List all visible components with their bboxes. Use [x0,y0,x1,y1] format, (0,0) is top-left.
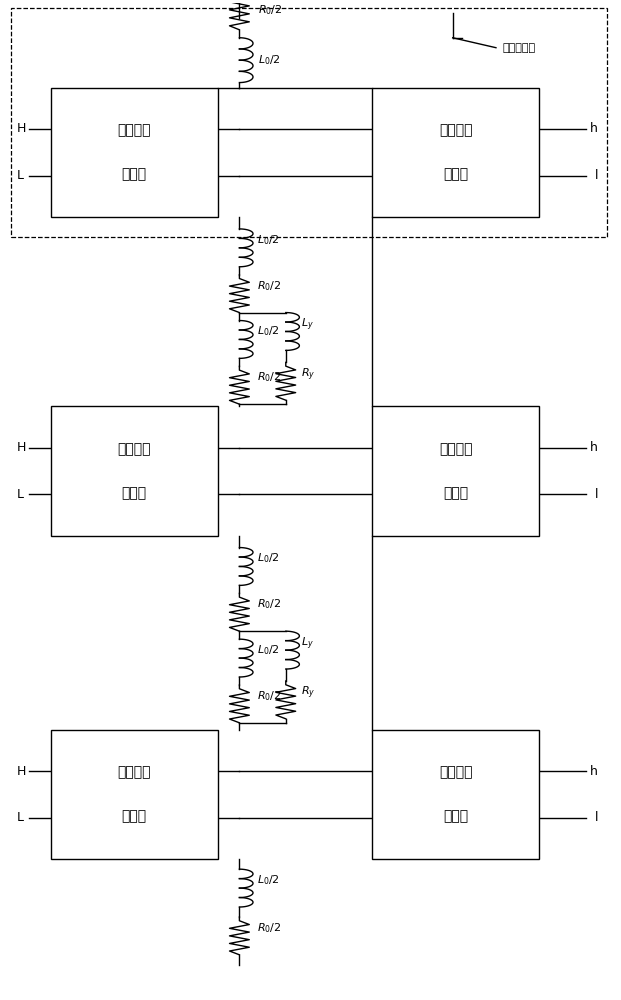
Text: H: H [17,441,26,454]
Bar [51,88,218,217]
Text: $R_0/2$: $R_0/2$ [256,370,281,384]
Bar [51,406,218,536]
Text: $R_0/2$: $R_0/2$ [256,597,281,611]
Text: $L_0/2$: $L_0/2$ [256,325,279,338]
Text: h: h [590,441,598,454]
Text: 低压全绕: 低压全绕 [439,123,473,137]
Text: l: l [594,811,598,824]
Text: 组模型: 组模型 [122,486,147,500]
Text: 单相变压器: 单相变压器 [502,43,535,53]
Text: $R_0/2$: $R_0/2$ [256,279,281,293]
Text: $L_0/2$: $L_0/2$ [256,643,279,657]
Text: $R_0/2$: $R_0/2$ [256,921,281,935]
Text: l: l [594,169,598,182]
Text: $R_0/2$: $R_0/2$ [258,3,283,17]
Text: $R_y$: $R_y$ [301,685,315,701]
Text: 组模型: 组模型 [443,486,468,500]
Text: h: h [590,765,598,778]
Text: $R_0/2$: $R_0/2$ [256,689,281,703]
Text: L: L [17,488,24,501]
Bar [373,730,539,859]
Text: 低压全绕: 低压全绕 [439,442,473,456]
Text: H: H [17,122,26,135]
Text: $L_0/2$: $L_0/2$ [256,873,279,887]
Text: $L_0/2$: $L_0/2$ [258,53,281,67]
Text: $L_y$: $L_y$ [301,317,314,333]
Text: 高压全绕: 高压全绕 [117,766,151,780]
Text: h: h [590,122,598,135]
Bar [373,88,539,217]
Text: L: L [17,169,24,182]
Text: $L_y$: $L_y$ [301,635,314,652]
Text: 低压全绕: 低压全绕 [439,766,473,780]
Bar [11,8,607,237]
Text: $L_0/2$: $L_0/2$ [256,233,279,247]
Text: H: H [17,765,26,778]
Text: l: l [594,488,598,501]
Text: 高压全绕: 高压全绕 [117,123,151,137]
Text: 组模型: 组模型 [443,809,468,823]
Text: 组模型: 组模型 [122,809,147,823]
Text: $L_0/2$: $L_0/2$ [256,552,279,565]
Text: L: L [17,811,24,824]
Text: $R_y$: $R_y$ [301,366,315,383]
Text: 组模型: 组模型 [443,167,468,181]
Text: 高压全绕: 高压全绕 [117,442,151,456]
Bar [51,730,218,859]
Bar [373,406,539,536]
Text: 组模型: 组模型 [122,167,147,181]
